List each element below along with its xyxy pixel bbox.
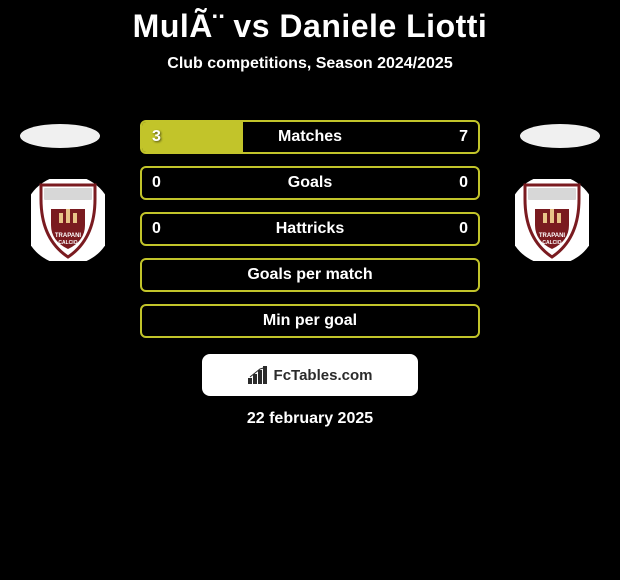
date: 22 february 2025 [0, 410, 620, 428]
stat-label: Goals per match [142, 266, 478, 284]
player-photo-left [20, 124, 100, 148]
shield-icon: TRAPANI CALCIO [515, 179, 589, 261]
subtitle: Club competitions, Season 2024/2025 [0, 55, 620, 73]
stat-bars: 37Matches 00Goals 00Hattricks Goals per mat… [140, 120, 480, 350]
stat-label: Matches [142, 128, 478, 146]
svg-text:CALCIO: CALCIO [58, 240, 77, 246]
stat-label: Goals [142, 174, 478, 192]
stat-row-goals: 00Goals [140, 166, 480, 200]
stat-row-matches: 37Matches [140, 120, 480, 154]
page-title: MulÃ¨ vs Daniele Liotti [0, 0, 620, 45]
bar-chart-icon [248, 366, 270, 384]
brand-logo: FcTables.com [202, 354, 418, 396]
shield-icon: TRAPANI CALCIO [31, 179, 105, 261]
stat-label: Hattricks [142, 220, 478, 238]
svg-text:TRAPANI: TRAPANI [55, 233, 82, 239]
team-badge-right: TRAPANI CALCIO [502, 174, 602, 266]
team-badge-left: TRAPANI CALCIO [18, 174, 118, 266]
player-photo-right [520, 124, 600, 148]
stat-row-hattricks: 00Hattricks [140, 212, 480, 246]
svg-text:CALCIO: CALCIO [542, 240, 561, 246]
stat-row-min-per-goal: Min per goal [140, 304, 480, 338]
svg-text:TRAPANI: TRAPANI [539, 233, 566, 239]
stat-label: Min per goal [142, 312, 478, 330]
stat-row-goals-per-match: Goals per match [140, 258, 480, 292]
brand-text: FcTables.com [274, 367, 373, 384]
